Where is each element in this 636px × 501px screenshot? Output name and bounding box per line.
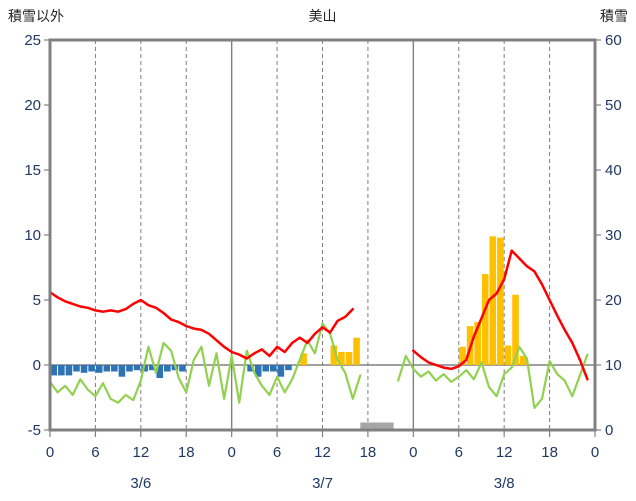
- temperature-line: [48, 249, 589, 381]
- svg-text:12: 12: [314, 444, 331, 461]
- svg-text:0: 0: [33, 357, 41, 374]
- svg-text:-5: -5: [28, 422, 41, 439]
- svg-text:6: 6: [273, 444, 281, 461]
- svg-text:18: 18: [178, 444, 195, 461]
- svg-text:25: 25: [24, 32, 41, 49]
- svg-text:3/6: 3/6: [130, 475, 151, 492]
- svg-text:12: 12: [132, 444, 149, 461]
- svg-text:10: 10: [24, 227, 41, 244]
- svg-text:3/7: 3/7: [312, 475, 333, 492]
- svg-text:40: 40: [605, 162, 622, 179]
- plot-frame: [48, 38, 597, 432]
- svg-text:50: 50: [605, 97, 622, 114]
- svg-text:0: 0: [227, 444, 235, 461]
- svg-text:5: 5: [33, 292, 41, 309]
- svg-text:30: 30: [605, 227, 622, 244]
- station-title: 美山: [308, 8, 337, 24]
- svg-text:12: 12: [496, 444, 513, 461]
- svg-text:3/8: 3/8: [494, 475, 515, 492]
- svg-text:10: 10: [605, 357, 622, 374]
- svg-text:6: 6: [455, 444, 463, 461]
- svg-text:0: 0: [605, 422, 613, 439]
- left-axis-title: 積雪以外: [8, 8, 64, 24]
- svg-text:15: 15: [24, 162, 41, 179]
- svg-text:0: 0: [46, 444, 54, 461]
- svg-text:18: 18: [541, 444, 558, 461]
- svg-text:0: 0: [409, 444, 417, 461]
- svg-text:20: 20: [605, 292, 622, 309]
- svg-text:6: 6: [91, 444, 99, 461]
- right-axis-title: 積雪: [600, 8, 628, 24]
- svg-text:20: 20: [24, 97, 41, 114]
- svg-text:18: 18: [360, 444, 377, 461]
- svg-text:0: 0: [591, 444, 599, 461]
- missing-data-block: [360, 422, 394, 430]
- svg-text:60: 60: [605, 32, 622, 49]
